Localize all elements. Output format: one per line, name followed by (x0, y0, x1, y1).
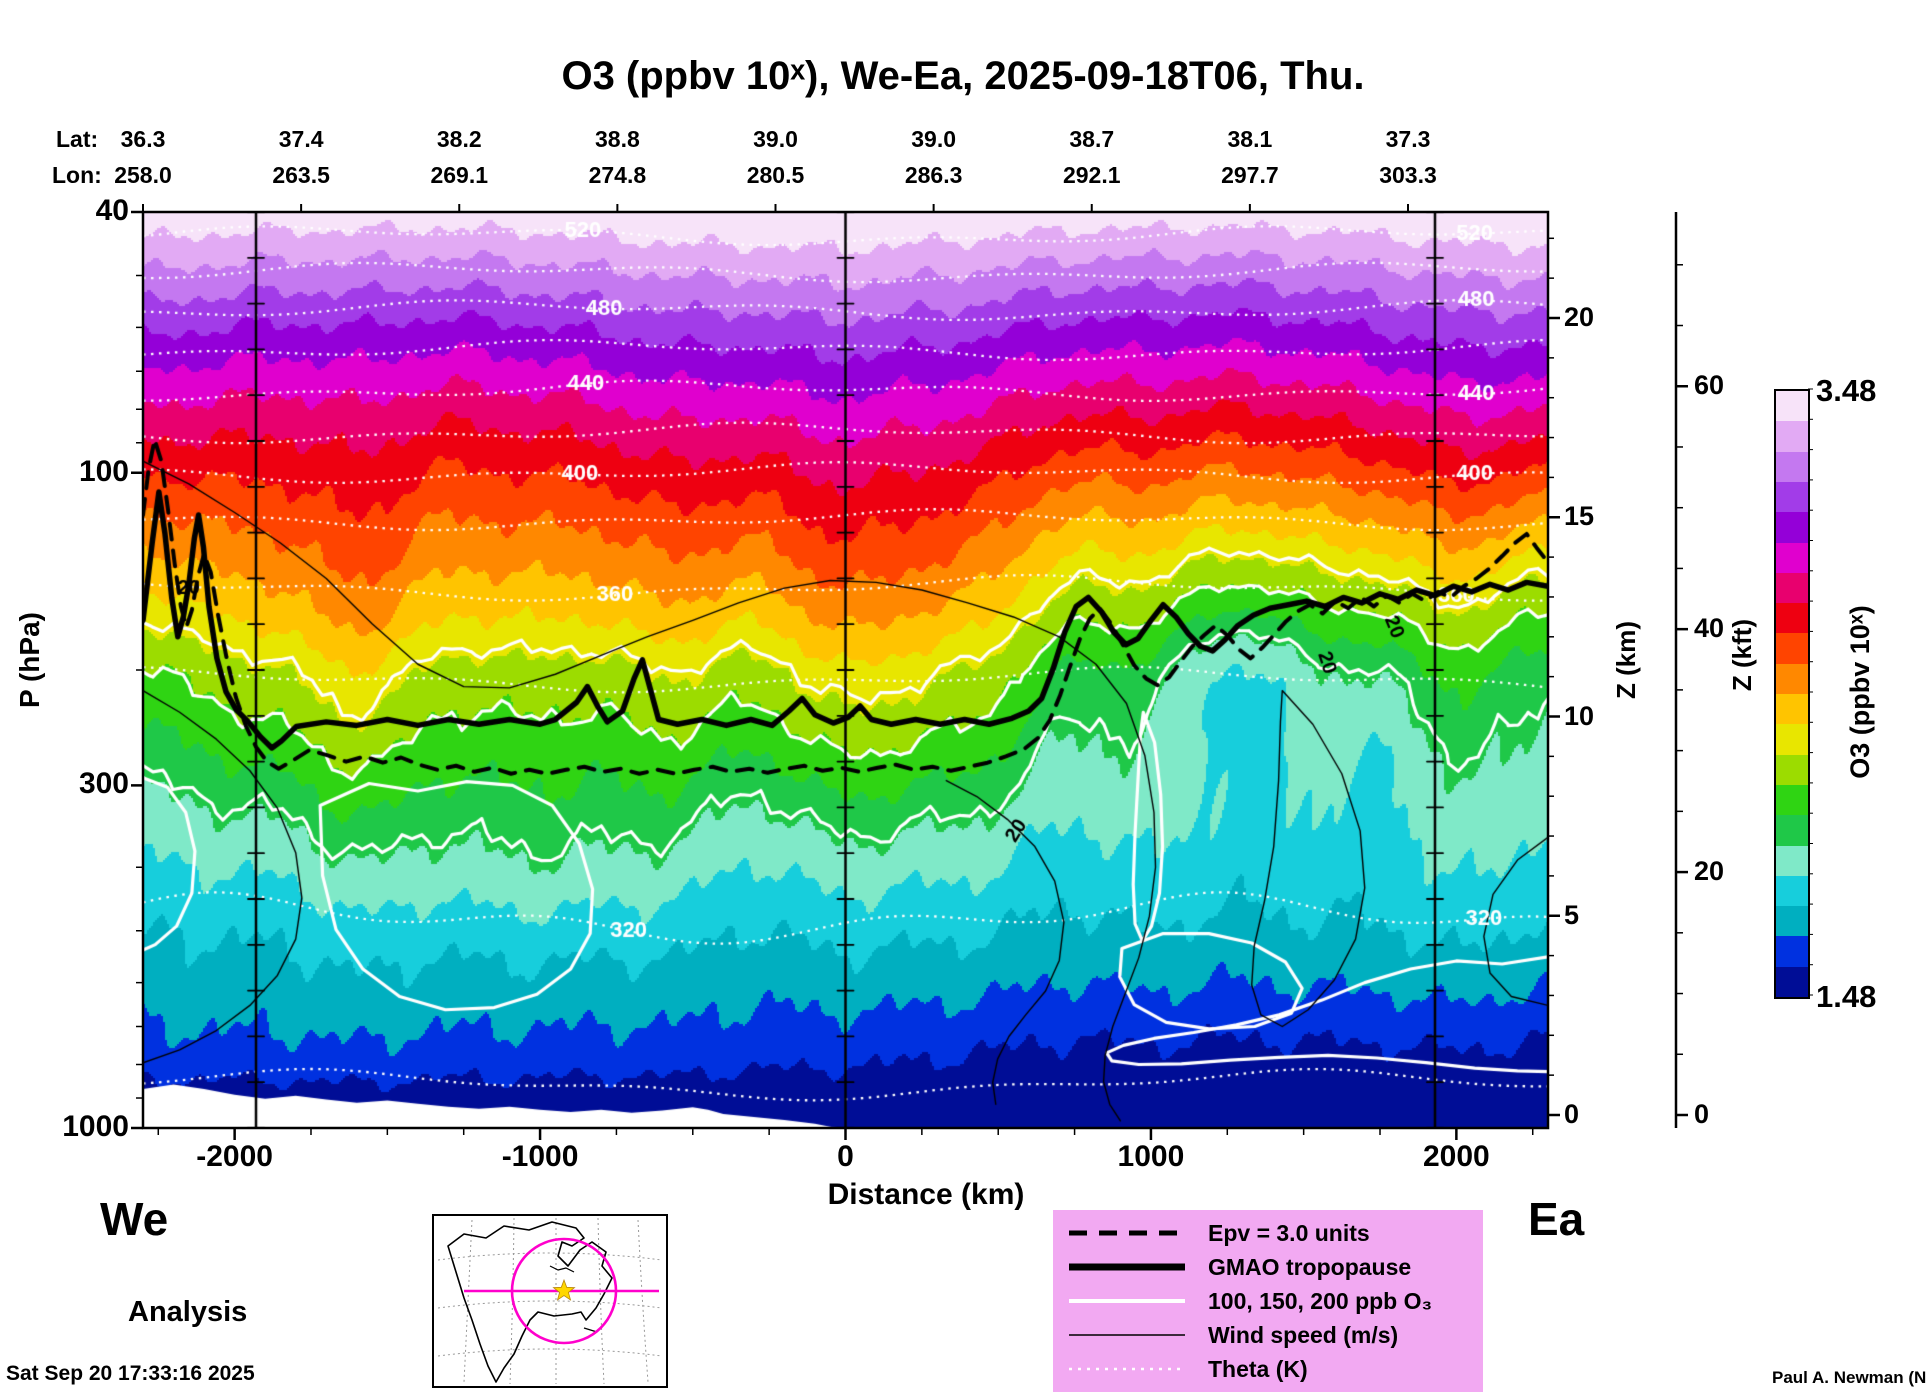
zkm-tick-label: 20 (1564, 302, 1595, 332)
theta-line-sample (1069, 1367, 1185, 1371)
colorbar-cell (1776, 694, 1808, 725)
lat-value: 38.7 (1069, 126, 1115, 152)
legend-label-wind: Wind speed (m/s) (1208, 1321, 1399, 1348)
colorbar-cell (1776, 421, 1808, 452)
colorbar-cell (1776, 754, 1808, 785)
legend-item-theta: Theta (K) (1053, 1352, 1483, 1386)
colorbar-cell (1776, 966, 1808, 997)
legend-item-wind: Wind speed (m/s) (1053, 1318, 1483, 1352)
lat-axis-prefix: Lat: (56, 126, 99, 152)
lat-value: 39.0 (911, 126, 956, 152)
zkft-tick-label: 60 (1694, 370, 1725, 401)
legend-label-o3-contours: 100, 150, 200 ppb O₃ (1208, 1287, 1433, 1314)
colorbar-cell (1776, 663, 1808, 695)
lon-value: 274.8 (588, 162, 647, 188)
zkft-tick-label: 40 (1694, 613, 1725, 644)
colorbar-cell (1776, 603, 1808, 634)
epv-line-sample (1069, 1230, 1185, 1236)
lon-value: 292.1 (1062, 162, 1121, 188)
legend-item-epv: Epv = 3.0 units (1053, 1210, 1483, 1250)
legend-item-tropopause: GMAO tropopause (1053, 1250, 1483, 1284)
zkm-tick-label: 0 (1564, 1099, 1580, 1129)
lat-value: 36.3 (120, 126, 166, 152)
colorbar-cell (1776, 906, 1808, 937)
colorbar-cell (1776, 542, 1808, 573)
lat-value: 38.8 (594, 126, 640, 152)
colorbar-cell (1776, 512, 1808, 543)
lat-value: 37.3 (1385, 126, 1431, 152)
cross-section-plot (143, 212, 1548, 1128)
lon-value: 263.5 (272, 162, 330, 188)
timestamp: Sat Sep 20 17:33:16 2025 (6, 1362, 255, 1385)
o3-line-sample (1069, 1299, 1185, 1303)
zkm-tick-label: 15 (1564, 501, 1595, 532)
zkft-tick-label: 0 (1694, 1099, 1710, 1129)
lon-value: 258.0 (114, 162, 172, 188)
wind-line-sample (1069, 1334, 1185, 1336)
legend-item-o3-contours: 100, 150, 200 ppb O₃ (1053, 1284, 1483, 1318)
inset-map (432, 1214, 668, 1388)
zkm-axis-title: Z (km) (1611, 621, 1641, 699)
distance-tick-label: 2000 (1422, 1140, 1490, 1173)
pressure-tick-label: 1000 (62, 1110, 129, 1143)
pressure-axis-title: P (hPa) (14, 612, 45, 708)
location-star-icon (552, 1278, 576, 1301)
zkft-axis-title: Z (kft) (1727, 618, 1757, 692)
colorbar-min-label: 1.48 (1816, 979, 1877, 1014)
east-end-label: Ea (1528, 1193, 1585, 1245)
lon-value: 286.3 (904, 162, 963, 188)
legend-label-theta: Theta (K) (1208, 1355, 1308, 1382)
colorbar-cell (1776, 845, 1808, 876)
colorbar-cell (1776, 633, 1808, 664)
colorbar-cell (1776, 724, 1808, 755)
distance-tick-label: -2000 (196, 1140, 273, 1173)
lon-value: 303.3 (1379, 162, 1437, 188)
section-range-circle (510, 1237, 618, 1345)
colorbar-cell (1776, 481, 1808, 513)
lat-value: 38.2 (436, 126, 482, 152)
colorbar-max-label: 3.48 (1816, 373, 1877, 408)
distance-tick-label: -1000 (501, 1140, 579, 1173)
lat-value: 37.4 (278, 126, 324, 152)
page-title: O3 (ppbv 10ˣ), We-Ea, 2025-09-18T06, Thu… (561, 54, 1365, 98)
colorbar-cell (1776, 391, 1808, 422)
colorbar-cell (1776, 451, 1808, 482)
distance-axis-title: Distance (km) (827, 1178, 1025, 1211)
lon-value: 280.5 (746, 162, 805, 188)
lon-axis-prefix: Lon: (52, 162, 102, 188)
legend-label-epv: Epv = 3.0 units (1208, 1219, 1370, 1246)
colorbar-cell (1776, 815, 1808, 846)
colorbar-cell (1776, 875, 1808, 907)
colorbar-title: O3 (ppbv 10ˣ) (1845, 605, 1875, 779)
colorbar-cell (1776, 784, 1808, 816)
distance-tick-label: 1000 (1117, 1140, 1185, 1173)
zkft-tick-label: 20 (1694, 856, 1725, 887)
lat-value: 39.0 (753, 126, 798, 152)
zkm-tick-label: 5 (1564, 899, 1580, 930)
legend-label-tropopause: GMAO tropopause (1208, 1253, 1412, 1280)
colorbar-cell (1776, 936, 1808, 967)
credit: Paul A. Newman (NASA (1772, 1368, 1926, 1387)
lon-value: 297.7 (1221, 162, 1279, 188)
legend: Epv = 3.0 units GMAO tropopause 100, 150… (1053, 1210, 1483, 1392)
lat-value: 38.1 (1227, 126, 1273, 152)
analysis-label: Analysis (128, 1296, 248, 1328)
pressure-tick-label: 40 (95, 194, 129, 227)
colorbar (1774, 389, 1810, 999)
zkm-tick-label: 10 (1564, 700, 1595, 731)
pressure-tick-label: 100 (78, 454, 129, 488)
distance-tick-label: 0 (837, 1140, 854, 1173)
graticule (437, 1217, 663, 1385)
pressure-tick-label: 300 (78, 767, 129, 801)
tropopause-line-sample (1069, 1263, 1185, 1271)
colorbar-cell (1776, 572, 1808, 604)
lon-value: 269.1 (430, 162, 489, 188)
west-end-label: We (100, 1193, 169, 1245)
